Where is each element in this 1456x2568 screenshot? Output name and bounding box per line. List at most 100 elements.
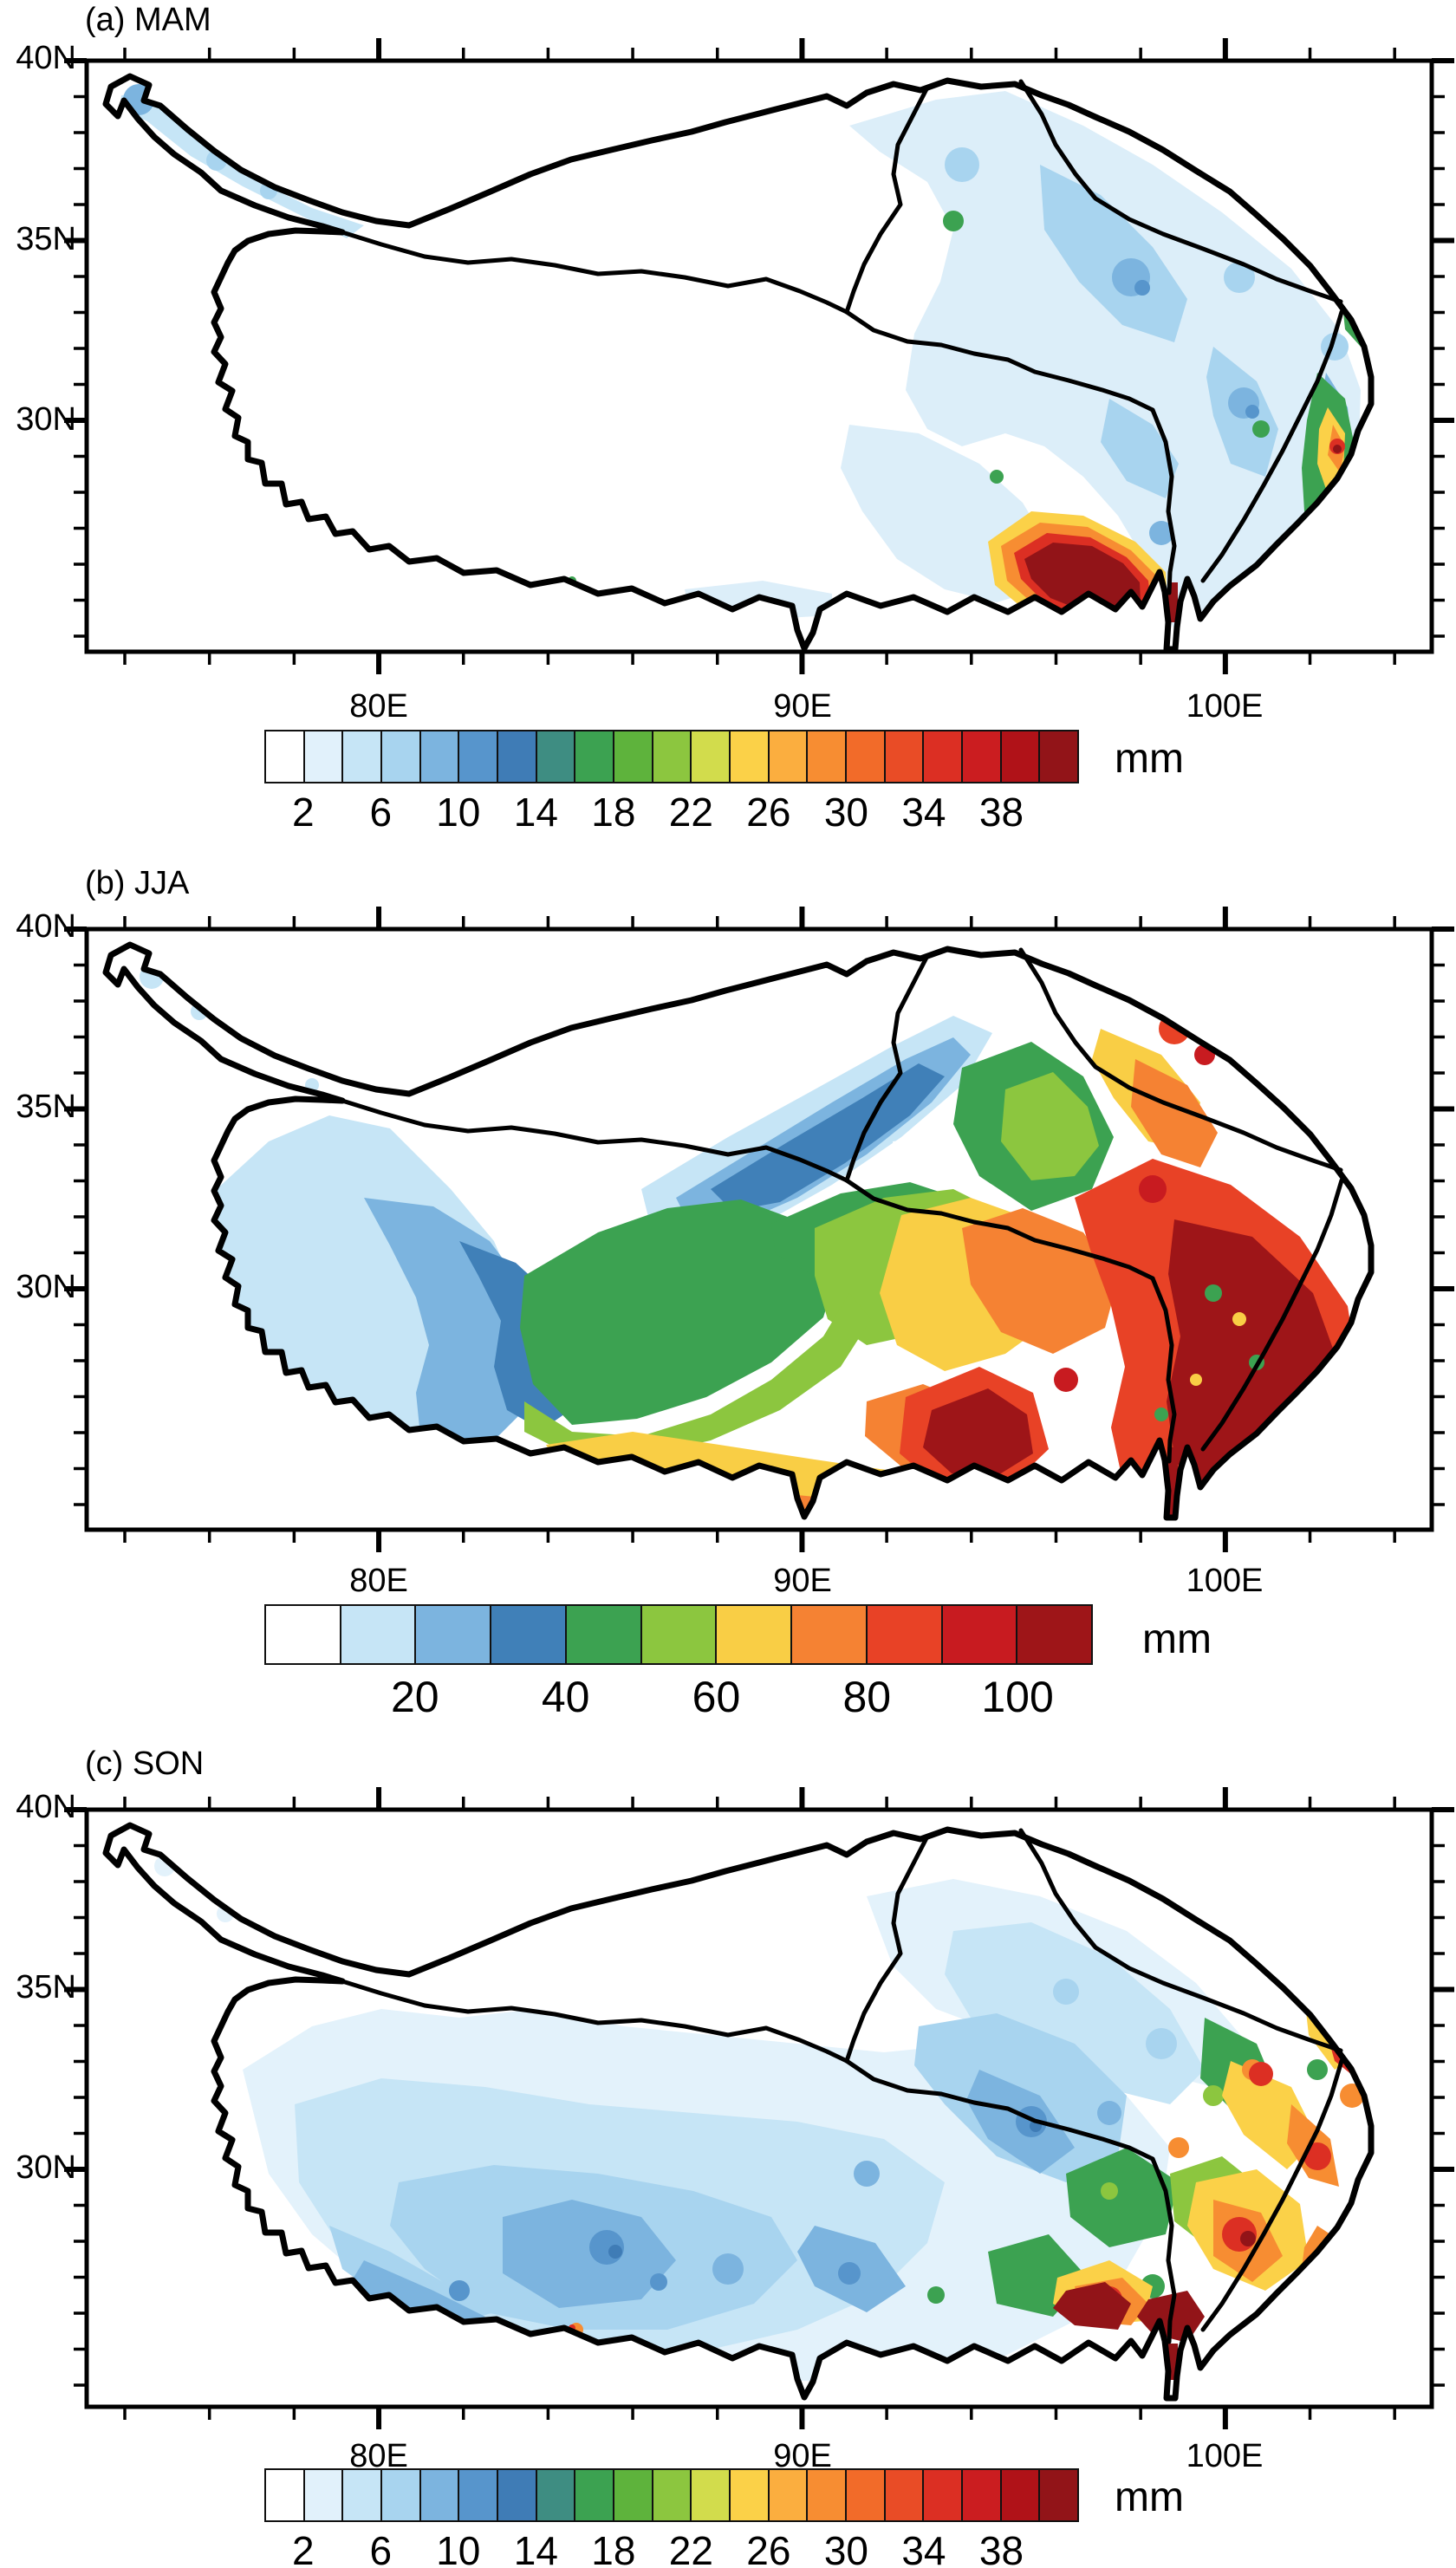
x-tick-label-100e: 100E (1186, 688, 1264, 725)
colorbar-mam (264, 730, 1080, 783)
colorbar-swatch (535, 730, 576, 783)
colorbar-jja-tick-labels: 20 40 60 80 100 (264, 1672, 1093, 1724)
colorbar-swatch (767, 2468, 809, 2522)
colorbar-tick-label: 100 (981, 1673, 1054, 1721)
colorbar-tick-label: 14 (513, 2528, 558, 2568)
colorbar-swatch (419, 730, 460, 783)
colorbar-swatch (613, 2468, 653, 2522)
colorbar-swatch (458, 730, 499, 783)
precipitation-fill-mam (106, 76, 1371, 649)
units-label-son: mm (1115, 2474, 1184, 2520)
colorbar-swatch (1038, 2468, 1080, 2522)
colorbar-tick-label: 6 (369, 790, 393, 835)
colorbar-swatch (380, 730, 421, 783)
colorbar-tick-label: 10 (436, 790, 481, 835)
map-jja (64, 907, 1454, 1552)
colorbar-swatch (339, 1604, 417, 1665)
x-tick-label-90e: 90E (773, 688, 832, 725)
colorbar-tick-label: 10 (436, 2528, 481, 2568)
colorbar-tick-label: 40 (541, 1673, 590, 1721)
colorbar-tick-label: 2 (291, 790, 315, 835)
x-tick-label-80e: 80E (349, 1563, 408, 1599)
colorbar-swatch (767, 730, 809, 783)
colorbar-son (264, 2468, 1080, 2522)
colorbar-tick-label: 30 (823, 790, 869, 835)
colorbar-swatch (715, 1604, 793, 1665)
colorbar-swatch (1016, 1604, 1094, 1665)
colorbar-swatch (458, 2468, 499, 2522)
x-tick-label-100e: 100E (1186, 2438, 1264, 2474)
units-label-jja: mm (1142, 1616, 1212, 1662)
colorbar-swatch (490, 1604, 567, 1665)
colorbar-swatch (690, 2468, 731, 2522)
x-tick-label-90e: 90E (773, 1563, 832, 1599)
colorbar-swatch (961, 2468, 1002, 2522)
colorbar-swatch (845, 2468, 886, 2522)
colorbar-tick-label: 2 (291, 2528, 315, 2568)
colorbar-tick-label: 34 (901, 790, 946, 835)
colorbar-swatch (806, 2468, 848, 2522)
colorbar-swatch (497, 730, 537, 783)
panel-b-title: (b) JJA (85, 865, 190, 901)
colorbar-swatch (729, 730, 770, 783)
map-frame (84, 58, 1434, 654)
colorbar-swatch (419, 2468, 460, 2522)
colorbar-swatch (613, 730, 653, 783)
colorbar-swatch (564, 1604, 642, 1665)
colorbar-tick-label: 60 (692, 1673, 741, 1721)
colorbar-swatch (999, 730, 1041, 783)
colorbar-swatch (806, 730, 848, 783)
colorbar-swatch (845, 730, 886, 783)
colorbar-tick-label: 30 (823, 2528, 869, 2568)
colorbar-swatch (640, 1604, 718, 1665)
colorbar-swatch (961, 730, 1002, 783)
colorbar-tick-label: 34 (901, 2528, 946, 2568)
colorbar-swatch (651, 730, 692, 783)
map-mam (64, 38, 1454, 674)
colorbar-swatch (729, 2468, 770, 2522)
colorbar-swatch (535, 2468, 576, 2522)
colorbar-swatch (922, 2468, 964, 2522)
colorbar-swatch (690, 730, 731, 783)
colorbar-tick-label: 38 (978, 2528, 1024, 2568)
colorbar-tick-label: 80 (842, 1673, 892, 1721)
colorbar-swatch (264, 2468, 305, 2522)
colorbar-swatch (574, 2468, 615, 2522)
panel-c-title: (c) SON (85, 1746, 205, 1782)
colorbar-swatch (380, 2468, 421, 2522)
colorbar-mam-tick-labels: 2 6 10 14 18 22 26 30 34 38 (264, 789, 1079, 841)
colorbar-swatch (651, 2468, 692, 2522)
colorbar-swatch (574, 730, 615, 783)
colorbar-swatch (302, 2468, 344, 2522)
colorbar-swatch (999, 2468, 1041, 2522)
colorbar-swatch (922, 730, 964, 783)
x-tick-label-100e: 100E (1186, 1563, 1264, 1599)
colorbar-swatch (940, 1604, 1018, 1665)
colorbar-swatch (341, 2468, 383, 2522)
units-label-mam: mm (1115, 736, 1184, 782)
colorbar-jja (264, 1604, 1094, 1665)
colorbar-swatch (264, 1604, 341, 1665)
map-frame (84, 1807, 1434, 2409)
colorbar-tick-label: 20 (391, 1673, 439, 1721)
x-tick-label-80e: 80E (349, 688, 408, 725)
colorbar-tick-label: 22 (668, 2528, 713, 2568)
colorbar-swatch (1038, 730, 1080, 783)
colorbar-tick-label: 18 (591, 790, 636, 835)
colorbar-tick-label: 26 (746, 790, 791, 835)
precipitation-fill-son (106, 1825, 1371, 2398)
colorbar-tick-label: 26 (746, 2528, 791, 2568)
colorbar-tick-label: 6 (369, 2528, 393, 2568)
colorbar-swatch (341, 730, 383, 783)
colorbar-swatch (790, 1604, 868, 1665)
colorbar-swatch (497, 2468, 537, 2522)
colorbar-swatch (883, 2468, 925, 2522)
colorbar-swatch (414, 1604, 492, 1665)
colorbar-swatch (302, 730, 344, 783)
colorbar-son-tick-labels: 2 6 10 14 18 22 26 30 34 38 (264, 2527, 1079, 2568)
map-frame (84, 926, 1434, 1532)
colorbar-tick-label: 18 (591, 2528, 636, 2568)
precipitation-fill-jja (106, 945, 1371, 1518)
colorbar-tick-label: 14 (513, 790, 558, 835)
